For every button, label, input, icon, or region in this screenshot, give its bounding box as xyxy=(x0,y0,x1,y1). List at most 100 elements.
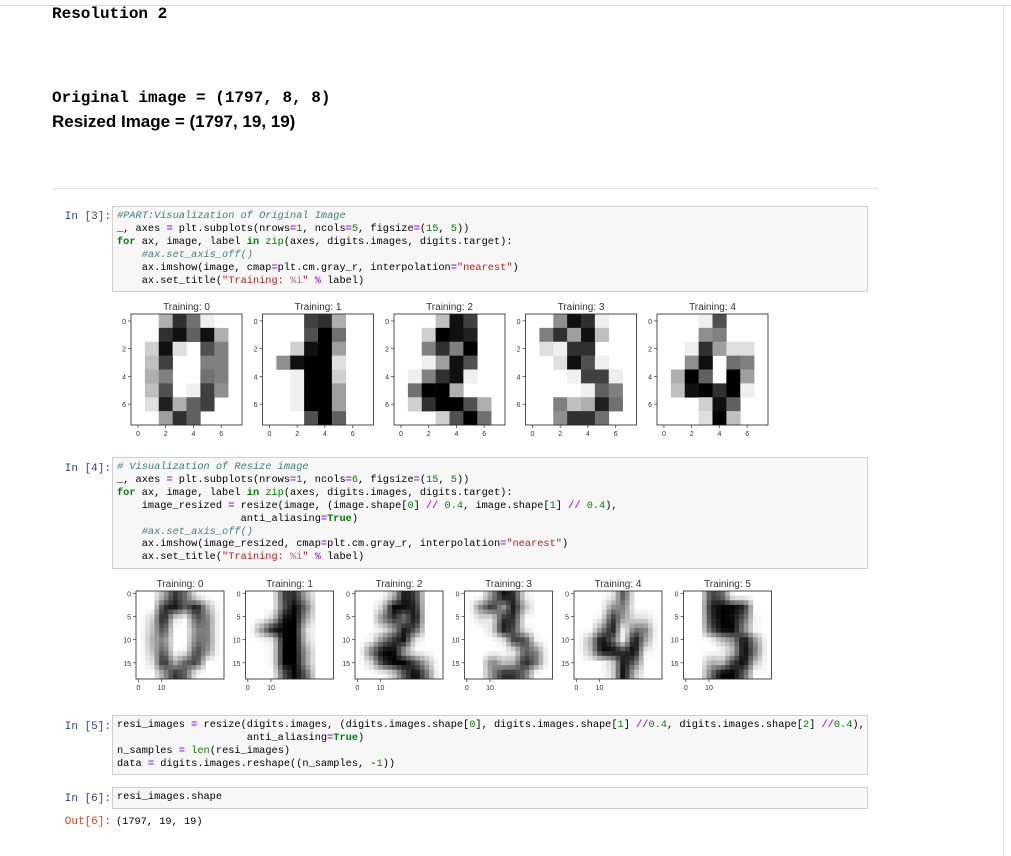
image-pixel xyxy=(648,655,654,661)
image-pixel xyxy=(611,632,616,638)
image-pixel xyxy=(684,383,699,398)
image-pixel xyxy=(282,651,288,657)
image-pixel xyxy=(748,609,754,615)
image-pixel xyxy=(624,614,630,620)
image-pixel xyxy=(606,614,612,620)
image-pixel xyxy=(483,623,488,629)
image-pixel xyxy=(163,618,169,624)
image-pixel xyxy=(159,632,165,638)
image-pixel xyxy=(615,614,621,620)
code-cell-3[interactable]: #PART:Visualization of Original Image _,… xyxy=(112,206,868,292)
image-pixel xyxy=(524,614,530,620)
image-pixel xyxy=(620,614,626,620)
image-pixel xyxy=(186,397,201,412)
image-pixel xyxy=(168,674,174,680)
image-pixel xyxy=(762,614,768,620)
image-pixel xyxy=(583,655,589,661)
image-pixel xyxy=(259,628,265,633)
image-pixel xyxy=(483,600,488,606)
image-pixel xyxy=(725,609,731,615)
image-pixel xyxy=(154,674,160,680)
image-pixel xyxy=(273,618,279,624)
image-pixel xyxy=(743,632,749,638)
image-pixel xyxy=(538,669,544,675)
image-pixel xyxy=(410,637,416,643)
image-pixel xyxy=(515,674,521,680)
image-pixel xyxy=(734,655,740,661)
image-pixel xyxy=(163,628,169,633)
image-pixel xyxy=(140,614,146,620)
image-pixel xyxy=(634,646,640,652)
image-pixel xyxy=(277,604,283,610)
image-pixel xyxy=(264,665,269,671)
image-pixel xyxy=(606,618,612,624)
image-pixel xyxy=(177,674,183,680)
image-pixel xyxy=(510,669,516,675)
image-pixel xyxy=(168,641,174,647)
image-pixel xyxy=(601,674,607,680)
image-pixel xyxy=(743,641,749,647)
image-pixel xyxy=(762,632,768,638)
image-pixel xyxy=(205,646,211,652)
image-pixel xyxy=(620,669,626,675)
code-cell-4[interactable]: # Visualization of Resize image _, axes … xyxy=(112,457,868,569)
image-pixel xyxy=(469,604,475,610)
image-pixel xyxy=(149,660,155,666)
image-pixel xyxy=(652,623,658,629)
code-cell-5[interactable]: resi_images = resize(digits.images, (dig… xyxy=(112,715,868,775)
image-pixel xyxy=(310,600,316,606)
image-pixel xyxy=(752,641,758,647)
image-pixel xyxy=(606,628,612,633)
image-pixel xyxy=(581,355,596,370)
image-pixel xyxy=(163,600,169,606)
image-pixel xyxy=(392,604,397,610)
image-pixel xyxy=(419,632,425,638)
image-pixel xyxy=(743,660,749,666)
image-pixel xyxy=(364,669,370,675)
image-pixel xyxy=(401,595,407,601)
image-pixel xyxy=(567,314,582,329)
panel-frame xyxy=(464,590,553,680)
image-pixel xyxy=(615,660,621,666)
image-pixel xyxy=(725,600,731,606)
image-pixel xyxy=(483,655,488,661)
image-pixel xyxy=(282,665,288,671)
image-pixel xyxy=(624,618,630,624)
image-pixel xyxy=(429,674,435,680)
image-pixel xyxy=(214,595,220,601)
image-pixel xyxy=(168,609,174,615)
image-pixel xyxy=(140,623,146,629)
image-pixel xyxy=(186,614,192,620)
image-pixel xyxy=(433,665,439,671)
image-pixel xyxy=(291,669,297,675)
x-tick-label: 6 xyxy=(614,431,618,438)
image-pixel xyxy=(424,665,430,671)
code-line: ax.set_title("Training: %i" % label) xyxy=(117,551,365,564)
image-pixel xyxy=(533,628,539,633)
image-pixel xyxy=(186,674,192,680)
image-pixel xyxy=(287,604,293,610)
code-cell-6[interactable]: resi_images.shape xyxy=(112,787,868,809)
image-pixel xyxy=(629,609,635,615)
image-pixel xyxy=(186,665,192,671)
image-pixel xyxy=(506,674,512,680)
image-pixel xyxy=(210,651,216,657)
image-pixel xyxy=(533,655,539,661)
image-pixel xyxy=(510,665,516,671)
image-pixel xyxy=(186,618,192,624)
image-pixel xyxy=(748,660,754,666)
image-pixel xyxy=(463,327,478,343)
image-pixel xyxy=(396,641,402,647)
image-pixel xyxy=(529,595,535,601)
image-pixel xyxy=(301,609,307,615)
image-pixel xyxy=(606,600,612,606)
image-pixel xyxy=(382,655,388,661)
image-pixel xyxy=(501,637,507,643)
image-pixel xyxy=(368,665,374,671)
image-pixel xyxy=(515,618,521,624)
image-pixel xyxy=(421,341,436,356)
image-pixel xyxy=(501,674,507,680)
image-pixel xyxy=(524,609,530,615)
image-pixel xyxy=(725,651,731,657)
